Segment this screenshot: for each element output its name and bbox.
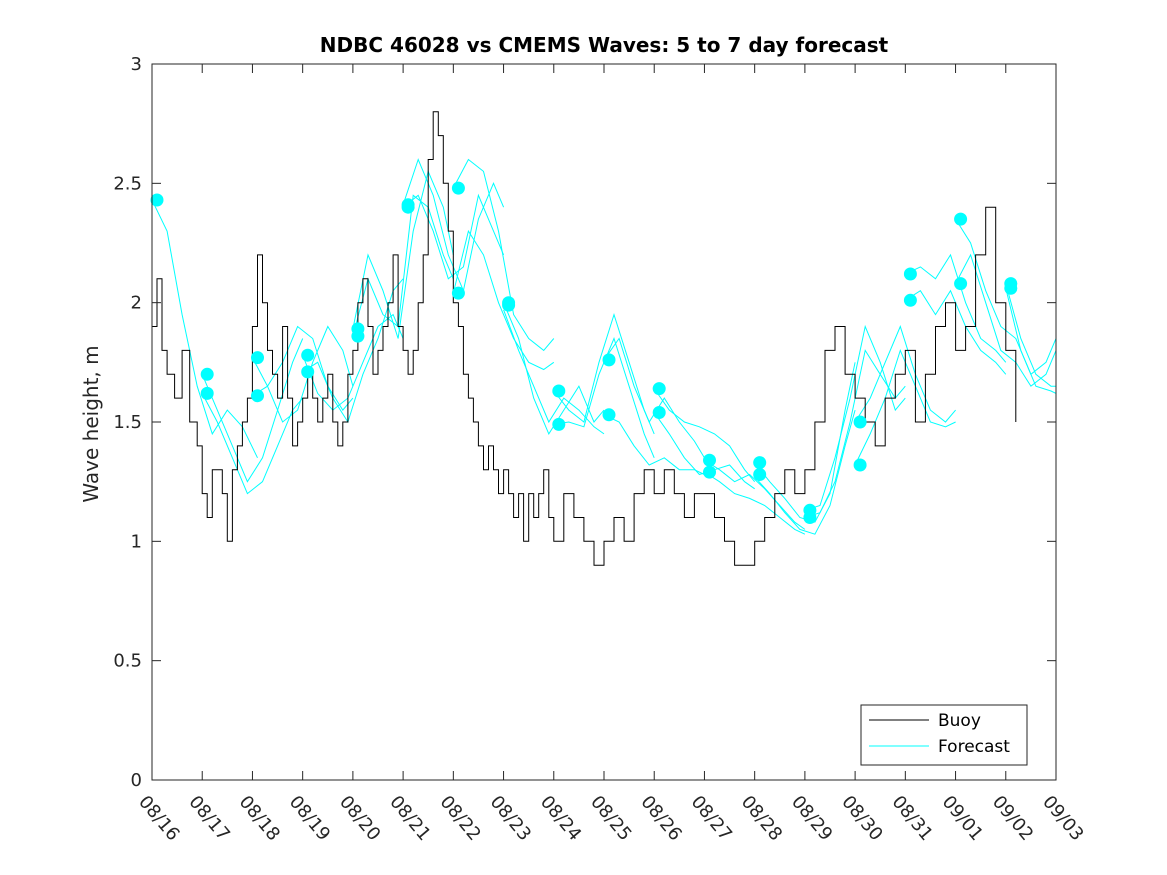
forecast-line [452, 229, 555, 371]
chart-title: NDBC 46028 vs CMEMS Waves: 5 to 7 day fo… [320, 33, 889, 57]
forecast-marker [200, 386, 214, 400]
forecast-marker [703, 465, 716, 479]
forecast-line [352, 169, 454, 339]
forecast-line [251, 325, 354, 423]
forecast-line [352, 194, 454, 337]
forecast-line [302, 313, 404, 411]
forecast-marker [703, 453, 716, 467]
forecast-line [854, 348, 956, 466]
forecast-marker [903, 293, 917, 307]
forecast-marker [502, 298, 516, 312]
forecast-marker [753, 456, 767, 470]
forecast-line [653, 388, 756, 483]
forecast-line [1005, 288, 1056, 394]
forecast-marker [451, 286, 465, 300]
forecast-marker [652, 382, 666, 396]
forecast-series [152, 158, 1056, 535]
forecast-line [754, 409, 856, 535]
forecast-marker [803, 511, 817, 524]
y-tick-label: 1 [131, 531, 142, 552]
forecast-marker [652, 406, 666, 419]
y-tick-label: 2.5 [113, 173, 142, 194]
forecast-marker [1004, 281, 1018, 295]
y-axis: 0 0.5 1 1.5 2 2.5 3 [113, 54, 1056, 791]
buoy-line [152, 111, 1017, 566]
forecast-line [1005, 283, 1056, 387]
legend-forecast-label: Forecast [938, 737, 1010, 757]
forecast-line [201, 338, 304, 483]
buoy-series [152, 111, 1017, 566]
forecast-line [955, 253, 1056, 387]
forecast-marker [954, 277, 968, 291]
forecast-line [402, 193, 505, 280]
forecast-marker [251, 351, 264, 365]
forecast-marker [853, 415, 867, 429]
forecast-line [503, 309, 605, 435]
forecast-line [704, 471, 806, 535]
y-axis-label: Wave height, m [79, 345, 103, 502]
forecast-marker [552, 384, 566, 398]
forecast-marker [954, 212, 968, 226]
forecast-markers [150, 181, 1018, 524]
forecast-marker [301, 348, 315, 362]
forecast-marker [602, 408, 616, 422]
forecast-marker [351, 329, 365, 343]
forecast-line [452, 158, 555, 352]
y-tick-label: 1.5 [113, 412, 142, 433]
forecast-line [804, 349, 906, 518]
forecast-marker [301, 365, 315, 379]
forecast-line [603, 414, 705, 475]
forecast-line [804, 324, 906, 511]
y-tick-label: 0 [131, 770, 142, 791]
forecast-line [252, 325, 354, 411]
y-tick-label: 3 [131, 54, 142, 75]
forecast-marker [401, 200, 415, 214]
forecast-line [905, 289, 1007, 375]
forecast-marker [150, 193, 164, 207]
legend-buoy-label: Buoy [938, 711, 981, 731]
legend-box [860, 704, 1028, 766]
forecast-marker [251, 389, 264, 403]
forecast-line [553, 312, 655, 435]
forecast-marker [753, 468, 767, 481]
forecast-line [704, 459, 806, 530]
forecast-marker [602, 353, 616, 367]
forecast-line [152, 199, 258, 459]
forecast-marker [451, 181, 465, 195]
forecast-marker [200, 367, 214, 381]
y-tick-label: 2 [131, 293, 142, 314]
forecast-marker [552, 417, 566, 431]
y-tick-label: 0.5 [113, 651, 142, 672]
forecast-line [955, 218, 1056, 376]
legend: Buoy Forecast [860, 704, 1028, 766]
forecast-marker [853, 458, 867, 472]
forecast-marker [903, 267, 917, 281]
forecast-line [302, 278, 404, 424]
